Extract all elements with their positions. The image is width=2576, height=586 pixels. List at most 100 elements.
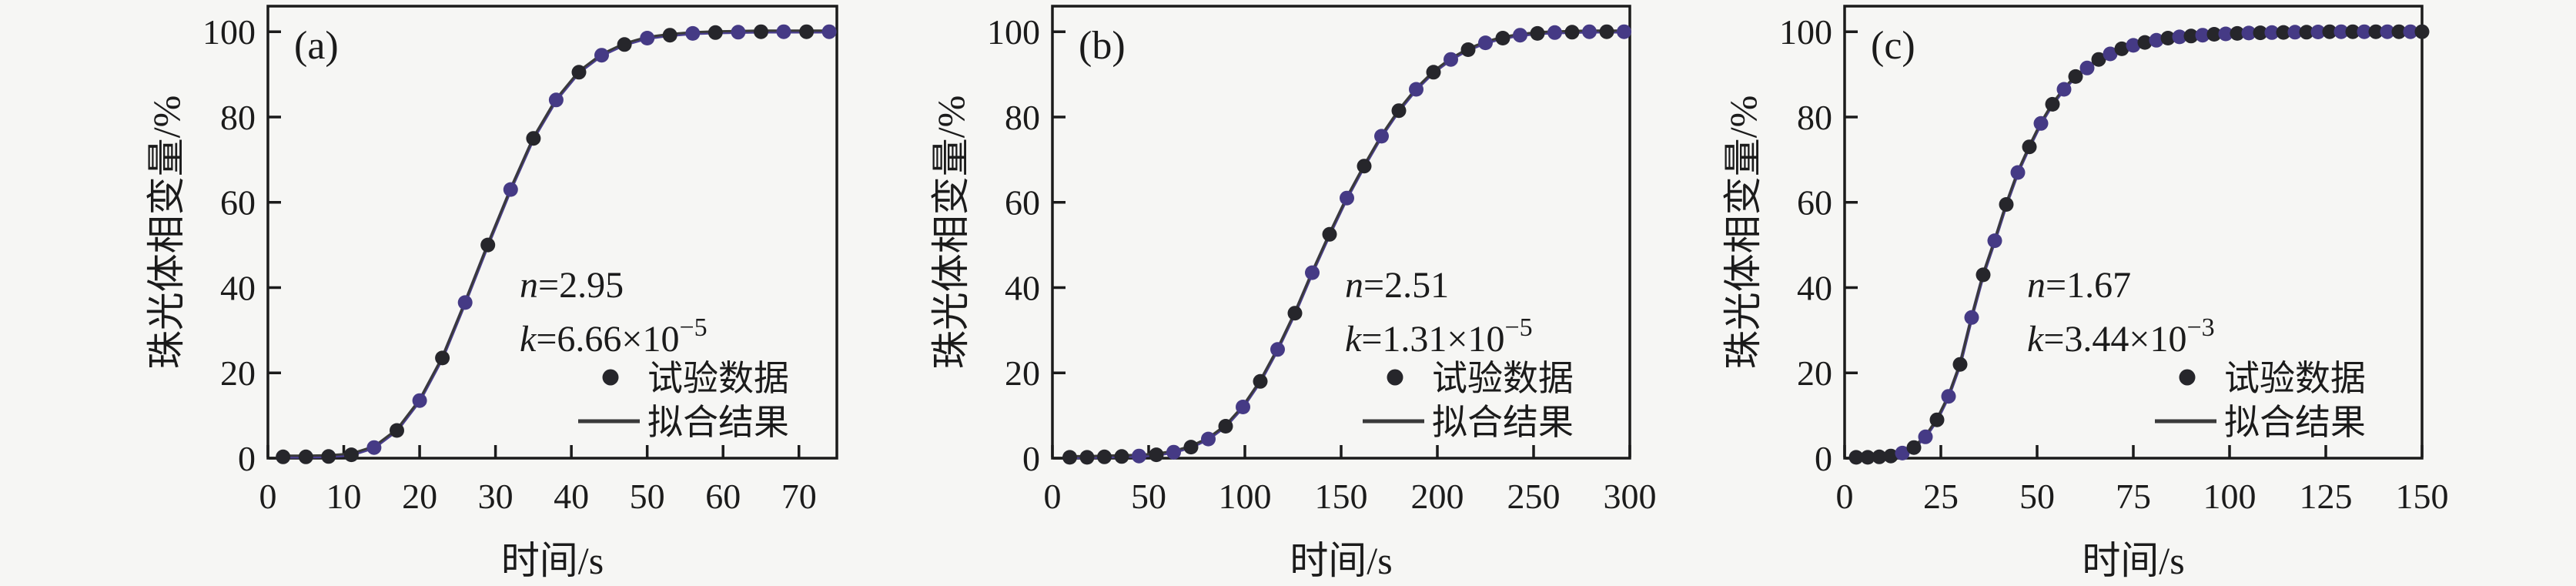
- data-point: [1322, 226, 1337, 242]
- data-point: [2322, 24, 2337, 39]
- data-point: [1513, 28, 1527, 43]
- data-point: [799, 24, 815, 39]
- panel-tag: (c): [1871, 24, 1915, 68]
- data-point: [1582, 24, 1597, 39]
- data-point: [1495, 31, 1510, 45]
- data-point: [1975, 267, 1991, 283]
- y-axis-label: 珠光体相变量/%: [1721, 95, 1765, 370]
- data-point: [435, 350, 450, 366]
- annotation-n: n=2.51: [1345, 265, 1449, 306]
- data-point: [821, 24, 837, 39]
- data-point: [1599, 24, 1614, 39]
- x-tick-label: 50: [1131, 477, 1166, 516]
- data-point: [2414, 24, 2430, 39]
- data-point: [1062, 450, 1077, 465]
- data-point: [617, 37, 632, 52]
- data-point: [2160, 31, 2176, 45]
- data-point: [1236, 400, 1250, 414]
- data-point: [1166, 444, 1181, 460]
- data-point: [2103, 46, 2118, 62]
- data-point: [2010, 165, 2026, 180]
- data-point: [2241, 25, 2257, 41]
- annotation-n: n=2.95: [520, 265, 624, 306]
- data-point: [2276, 25, 2291, 40]
- legend-data-label: 试验数据: [1432, 359, 1574, 398]
- data-point: [366, 440, 382, 455]
- legend-data-marker: [1387, 369, 1403, 386]
- x-tick-label: 75: [2116, 477, 2151, 516]
- data-point: [1952, 357, 1968, 372]
- data-point: [2357, 24, 2372, 39]
- legend-fit-label: 拟合结果: [647, 403, 789, 442]
- data-point: [640, 31, 655, 45]
- y-tick-label: 100: [202, 12, 256, 52]
- data-point: [685, 25, 701, 41]
- x-tick-label: 40: [554, 477, 589, 516]
- annotation-n: n=1.67: [2027, 265, 2131, 306]
- data-point: [1564, 25, 1580, 40]
- data-point: [2195, 28, 2210, 43]
- y-tick-label: 0: [238, 439, 256, 478]
- data-point: [2333, 24, 2349, 39]
- y-tick-label: 40: [1005, 268, 1040, 307]
- y-tick-label: 20: [1005, 353, 1040, 393]
- data-point: [1460, 42, 1476, 57]
- x-axis-label: 时间/s: [1290, 539, 1392, 582]
- y-tick-label: 40: [1797, 268, 1832, 307]
- y-tick-label: 0: [1022, 439, 1040, 478]
- data-point: [298, 449, 313, 464]
- data-point: [2310, 25, 2326, 39]
- data-point: [2299, 25, 2314, 40]
- data-point: [503, 182, 518, 197]
- data-point: [1253, 373, 1268, 389]
- panel-a: 0 20 40 60 80 100 0 10 20 30 40 50 60 70 (a) n=2.95 k=6.…: [145, 5, 838, 582]
- data-point: [526, 131, 541, 146]
- legend-data-marker: [2179, 369, 2196, 386]
- legend-data-label: 试验数据: [647, 359, 789, 398]
- data-point: [2137, 35, 2153, 50]
- y-tick-label: 80: [1005, 98, 1040, 137]
- data-point: [2114, 41, 2129, 56]
- x-tick-label: 70: [781, 477, 817, 516]
- data-point: [1132, 448, 1146, 464]
- data-point: [2345, 24, 2360, 39]
- x-tick-label: 300: [1604, 477, 1657, 516]
- data-point: [1848, 450, 1864, 465]
- annotation-k: k=6.66×10−5: [520, 313, 708, 360]
- data-point: [1201, 431, 1216, 447]
- data-point: [1918, 429, 1933, 444]
- plot-frame: [1843, 5, 2424, 460]
- data-point: [2253, 25, 2268, 41]
- data-point: [2068, 69, 2083, 84]
- data-point: [548, 92, 564, 108]
- y-axis-label: 珠光体相变量/%: [929, 95, 972, 370]
- data-point: [412, 393, 427, 408]
- data-point: [1270, 342, 1285, 357]
- data-point: [662, 28, 677, 43]
- data-point: [2206, 27, 2222, 42]
- x-tick-label: 250: [1507, 477, 1561, 516]
- data-point: [1906, 440, 1922, 455]
- panel-c: 0 20 40 60 80 100 0 25 50 75 100 125 150 (c) n=1.67 k=3…: [1721, 5, 2449, 582]
- y-tick-label: 40: [220, 268, 256, 307]
- y-tick-label: 80: [220, 98, 256, 137]
- legend-data-label: 试验数据: [2224, 359, 2366, 398]
- data-point: [2033, 116, 2049, 131]
- data-point: [1357, 159, 1372, 174]
- y-tick-label: 60: [1005, 183, 1040, 223]
- x-axis-label: 时间/s: [2082, 539, 2184, 582]
- data-point: [708, 25, 723, 40]
- data-point: [1374, 129, 1389, 144]
- x-tick-label: 25: [1923, 477, 1959, 516]
- y-tick-label: 0: [1815, 439, 1832, 478]
- data-point: [2403, 24, 2418, 39]
- data-point: [1964, 310, 1979, 325]
- data-point: [2056, 82, 2072, 97]
- data-point: [1895, 445, 1910, 460]
- annotation-k: k=3.44×10−3: [2027, 313, 2215, 360]
- y-tick-label: 100: [1779, 12, 1832, 52]
- y-axis-label: 珠光体相变量/%: [145, 95, 188, 370]
- data-point: [2183, 28, 2199, 44]
- x-tick-label: 0: [1836, 477, 1854, 516]
